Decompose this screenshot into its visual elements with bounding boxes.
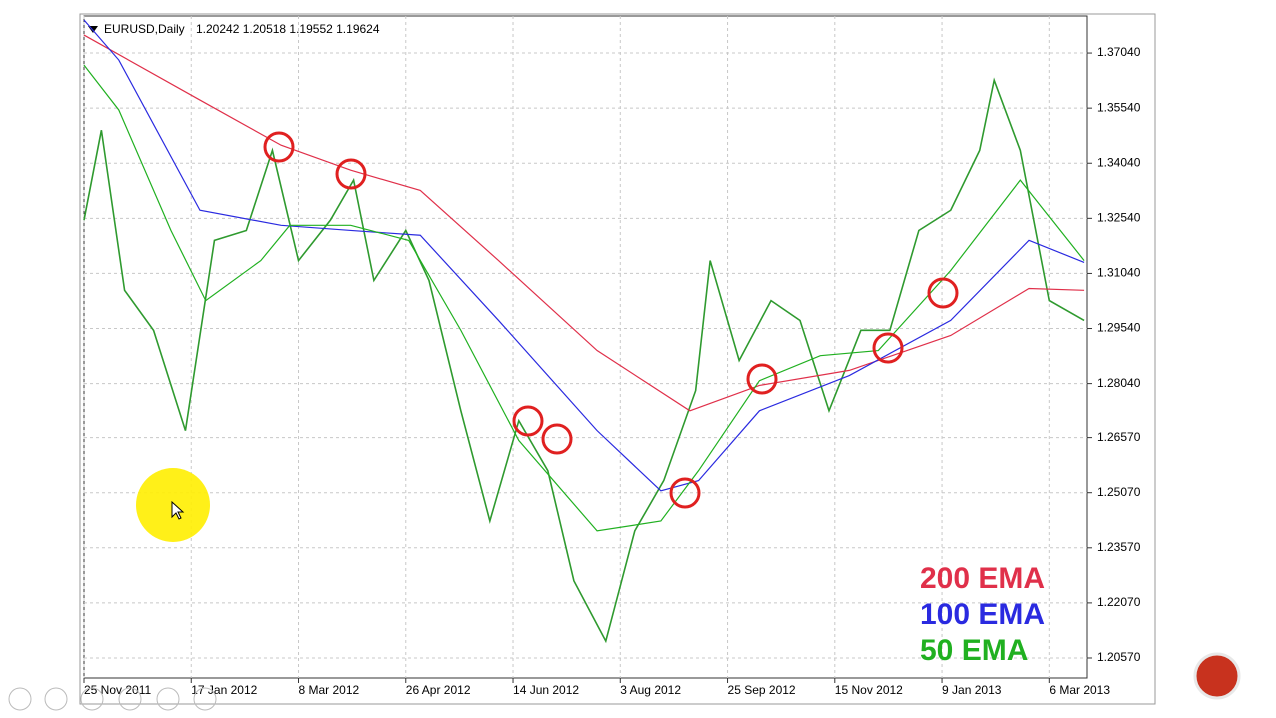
circle-annotation [263,131,295,163]
nav-button[interactable] [44,687,68,711]
nav-button[interactable] [193,687,217,711]
menu-button[interactable] [1193,652,1241,700]
chart-title: EURUSD,Daily [104,22,185,36]
circle-annotation [669,477,701,509]
y-tick-label: 1.28040 [1097,376,1141,390]
nav-button[interactable] [80,687,104,711]
x-tick-label: 9 Jan 2013 [942,683,1002,697]
y-tick-label: 1.32540 [1097,211,1141,225]
x-tick-label: 15 Nov 2012 [835,683,903,697]
nav-button[interactable] [118,687,142,711]
x-tick-label: 25 Nov 2011 [84,683,151,697]
y-tick-label: 1.20570 [1097,650,1141,664]
nav-icons [8,687,217,711]
legend-entry: 100 EMA [920,598,1045,631]
x-tick-label: 6 Mar 2013 [1049,683,1110,697]
x-tick-label: 17 Jan 2012 [191,683,257,697]
circle-annotation [541,423,573,455]
x-tick-label: 3 Aug 2012 [620,683,681,697]
y-tick-label: 1.35540 [1097,100,1141,114]
circle-annotation [927,277,959,309]
frame [79,13,1156,705]
y-tick-label: 1.31040 [1097,266,1141,280]
y-tick-label: 1.29540 [1097,321,1141,335]
circle-annotation [872,332,904,364]
y-tick-label: 1.37040 [1097,45,1141,59]
series-line [83,77,1085,644]
circle-annotation [512,405,544,437]
series-line [83,64,1085,532]
circle-annotation [335,158,367,190]
circle-annotation [746,363,778,395]
x-tick-label: 26 Apr 2012 [406,683,471,697]
y-tick-label: 1.34040 [1097,155,1141,169]
nav-button[interactable] [8,687,32,711]
annotations [263,131,959,509]
y-tick-label: 1.26570 [1097,430,1141,444]
y-tick-label: 1.23570 [1097,540,1141,554]
marks: 1.20570 1.22070 1.23570 1.25070 1.26570 1.280… [83,16,1141,697]
x-tick-label: 25 Sep 2012 [728,683,796,697]
y-tick-label: 1.25070 [1097,485,1141,499]
series-line [83,34,1085,412]
x-tick-label: 14 Jun 2012 [513,683,579,697]
cursor [171,500,185,520]
y-tick-label: 1.22070 [1097,595,1141,609]
x-tick-label: 8 Mar 2012 [299,683,360,697]
series-line [83,19,1085,492]
legend-entry: 50 EMA [920,634,1028,667]
chart-subtitle: 1.20242 1.20518 1.19552 1.19624 [196,22,380,36]
nav-button[interactable] [156,687,180,711]
legend-entry: 200 EMA [920,562,1045,595]
